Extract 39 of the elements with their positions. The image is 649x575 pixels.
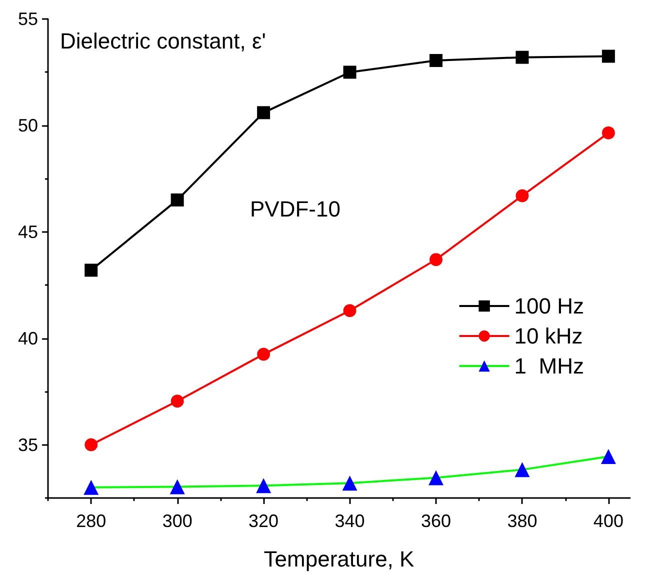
legend-label: 10 kHz bbox=[514, 324, 583, 348]
x-tick-label: 340 bbox=[334, 511, 365, 531]
point bbox=[516, 50, 529, 64]
x-tick-label: 400 bbox=[593, 511, 624, 531]
point bbox=[257, 106, 270, 120]
point bbox=[256, 478, 272, 494]
point bbox=[343, 304, 356, 318]
y-tick-label: 35 bbox=[18, 434, 38, 455]
point bbox=[170, 394, 184, 408]
y-axis-title: Dielectric constant, ε' bbox=[60, 28, 266, 54]
x-tick-label: 360 bbox=[420, 511, 452, 531]
point bbox=[84, 264, 98, 277]
point bbox=[343, 66, 356, 79]
point bbox=[84, 480, 99, 495]
x-axis-title: Temperature, K bbox=[264, 546, 415, 572]
point bbox=[170, 479, 185, 494]
point bbox=[600, 448, 616, 464]
x-tick-label: 380 bbox=[507, 511, 538, 531]
point bbox=[84, 438, 98, 452]
point bbox=[602, 50, 615, 63]
y-tick-label: 40 bbox=[18, 328, 38, 348]
x-tick-label: 280 bbox=[76, 511, 106, 531]
legend-label: 100 Hz bbox=[514, 294, 584, 318]
y-tick-label: 55 bbox=[18, 9, 38, 29]
point bbox=[514, 462, 530, 478]
point bbox=[342, 476, 358, 491]
x-tick-label: 300 bbox=[162, 511, 192, 531]
y-tick-label: 50 bbox=[18, 115, 38, 136]
point bbox=[430, 253, 442, 266]
point bbox=[516, 189, 529, 202]
y-tick-label: 45 bbox=[18, 222, 38, 242]
legend-label: 1 MHz bbox=[514, 354, 584, 378]
point bbox=[430, 54, 442, 68]
annotation: PVDF-10 bbox=[250, 196, 340, 222]
point bbox=[257, 348, 270, 361]
point bbox=[602, 126, 615, 140]
x-tick-label: 320 bbox=[248, 511, 279, 531]
point bbox=[170, 193, 184, 206]
point bbox=[428, 470, 444, 486]
